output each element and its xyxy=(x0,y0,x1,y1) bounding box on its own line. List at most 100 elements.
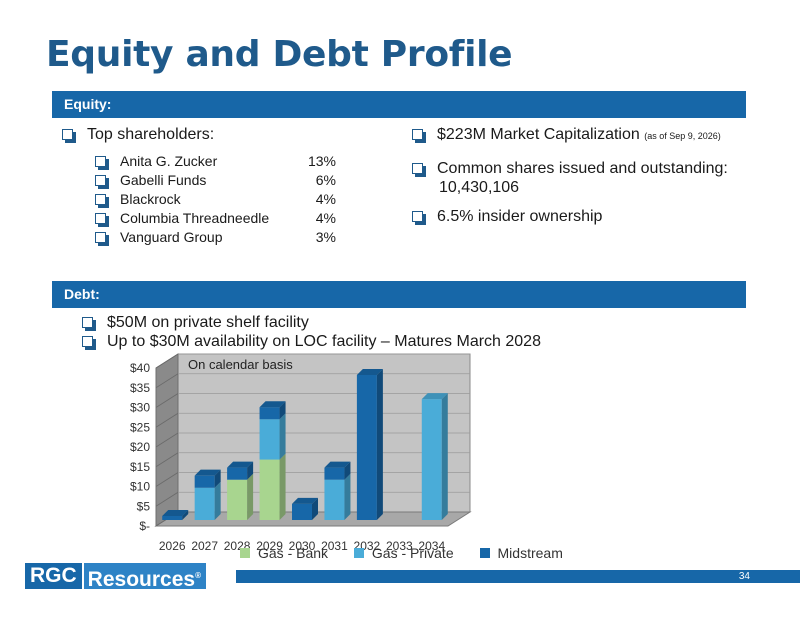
shareholder-row: Vanguard Group xyxy=(95,229,223,246)
chart-side-gridline xyxy=(155,432,179,448)
shares-label: Common shares issued and outstanding: xyxy=(437,160,728,177)
bar-segment-side xyxy=(247,461,254,480)
legend-item: Midstream xyxy=(479,545,563,561)
checkbox-bullet-icon xyxy=(95,175,109,189)
legend-label: Gas - Bank xyxy=(258,545,329,561)
legend-item: Gas - Bank xyxy=(240,545,328,561)
debt-item: Up to $30M availability on LOC facility … xyxy=(82,333,541,351)
y-tick-label: $15 xyxy=(130,460,150,474)
chart-side-gridline xyxy=(155,353,179,369)
bar-segment-side xyxy=(312,497,318,520)
y-tick-label: $25 xyxy=(130,420,150,434)
logo-resources: Resources® xyxy=(83,563,206,591)
bar-segment xyxy=(292,503,312,520)
equity-band: Equity: xyxy=(52,91,746,118)
bar-top xyxy=(324,461,351,468)
chart-side-gridline xyxy=(155,393,179,408)
bar-segment xyxy=(227,467,248,480)
y-tick-label: $30 xyxy=(130,401,150,415)
x-tick-label: 2033 xyxy=(386,539,413,552)
bar-segment-side xyxy=(279,453,286,520)
chart-side-gridline xyxy=(155,491,179,507)
page-title: Equity and Debt Profile xyxy=(46,34,513,75)
checkbox-bullet-icon xyxy=(62,129,76,143)
legend-label: Midstream xyxy=(497,545,563,561)
bar-top xyxy=(356,368,383,375)
shareholder-row: Anita G. Zucker xyxy=(95,153,218,170)
debt-band: Debt: xyxy=(52,281,746,308)
checkbox-bullet-icon xyxy=(412,163,426,177)
shareholder-pct: 6% xyxy=(315,172,336,188)
debt-item-text: Up to $30M availability on LOC facility … xyxy=(107,333,541,350)
x-tick-label: 2030 xyxy=(289,539,316,552)
checkbox-bullet-icon xyxy=(95,156,109,170)
shareholder-row: Blackrock xyxy=(95,191,181,208)
bar-segment-side xyxy=(214,481,221,520)
insider-ownership: 6.5% insider ownership xyxy=(412,208,602,226)
checkbox-bullet-icon xyxy=(95,232,109,246)
shareholder-name: Vanguard Group xyxy=(120,229,223,245)
bar-segment xyxy=(194,475,215,488)
x-tick-label: 2026 xyxy=(159,539,186,552)
insider-text: 6.5% insider ownership xyxy=(437,208,603,225)
bar-segment xyxy=(259,407,280,420)
shareholder-name: Columbia Threadneedle xyxy=(120,210,270,226)
x-tick-label: 2031 xyxy=(321,539,348,552)
bar-top xyxy=(292,497,318,504)
chart-legend: Gas - Bank Gas - Private Midstream xyxy=(240,545,585,561)
shareholder-name: Anita G. Zucker xyxy=(120,153,218,169)
bar-segment xyxy=(421,399,442,520)
checkbox-bullet-icon xyxy=(412,211,426,225)
shareholder-pct: 13% xyxy=(307,153,336,169)
legend-swatch xyxy=(240,548,250,558)
company-logo: RGC Resources® xyxy=(25,563,206,591)
y-tick-label: $- xyxy=(139,519,150,533)
chart-side-gridline xyxy=(155,452,179,468)
shares-value: 10,430,106 xyxy=(439,179,520,196)
y-tick-label: $10 xyxy=(130,480,150,494)
shareholder-row: Gabelli Funds xyxy=(95,172,207,189)
market-cap-note: (as of Sep 9, 2026) xyxy=(644,131,721,141)
bar-segment xyxy=(194,487,215,520)
page-number: 34 xyxy=(738,571,750,582)
chart-side-gridline xyxy=(155,373,179,389)
checkbox-bullet-icon xyxy=(95,213,109,227)
logo-rgc: RGC xyxy=(25,563,82,589)
legend-swatch xyxy=(353,548,364,558)
legend-item: Gas - Private xyxy=(353,545,454,561)
chart-side-gridline xyxy=(155,412,179,428)
bar-top xyxy=(259,401,286,408)
logo-registered-mark: ® xyxy=(195,571,201,580)
checkbox-bullet-icon xyxy=(95,194,109,208)
debt-item-text: $50M on private shelf facility xyxy=(107,314,309,331)
bar-segment-side xyxy=(344,473,351,520)
chart-annotation: On calendar basis xyxy=(188,357,293,372)
shareholder-pct: 3% xyxy=(315,229,336,245)
bar-segment xyxy=(324,479,345,520)
checkbox-bullet-icon xyxy=(412,129,426,143)
market-cap-text: $223M Market Capitalization xyxy=(437,126,640,143)
legend-swatch xyxy=(479,548,490,558)
bar-segment-side xyxy=(376,368,383,520)
bar-segment-side xyxy=(279,401,286,420)
x-tick-label: 2034 xyxy=(418,539,445,552)
shareholder-pct: 4% xyxy=(315,210,336,226)
y-tick-label: $5 xyxy=(137,499,151,513)
logo-resources-text: Resources xyxy=(87,568,196,591)
market-cap: $223M Market Capitalization (as of Sep 9… xyxy=(412,126,721,144)
bar-segment xyxy=(162,515,183,520)
bar-segment-side xyxy=(182,509,189,520)
debt-maturity-chart: $- $5 $10 $15 $20 $25 $30 $35 $40 On calendar bas… xyxy=(130,353,472,552)
bar-top xyxy=(421,393,448,400)
top-shareholders-label: Top shareholders: xyxy=(87,126,215,143)
bar-top xyxy=(194,469,221,476)
shareholder-name: Gabelli Funds xyxy=(120,172,207,188)
shareholder-name: Blackrock xyxy=(120,191,181,207)
shareholder-pct: 4% xyxy=(315,191,336,207)
bar-segment xyxy=(356,374,377,520)
chart-side-gridline xyxy=(155,472,179,487)
bar-top xyxy=(227,461,254,468)
footer-bar: 34 xyxy=(236,570,800,583)
bar-segment-side xyxy=(279,413,286,460)
debt-item: $50M on private shelf facility xyxy=(82,314,309,332)
